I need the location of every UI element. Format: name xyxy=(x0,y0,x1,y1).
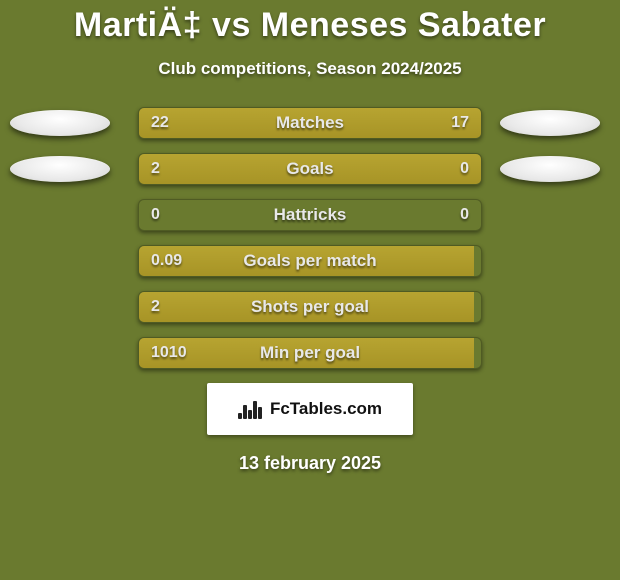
stat-left-value: 1010 xyxy=(151,344,187,362)
player-right-avatar xyxy=(500,110,600,136)
stat-bar-left-fill xyxy=(139,154,399,184)
stat-row: 1010 Min per goal xyxy=(0,337,620,369)
stat-row: 22 17 Matches xyxy=(0,107,620,139)
stat-label: Goals xyxy=(286,159,333,179)
stat-label: Goals per match xyxy=(243,251,376,271)
player-left-avatar xyxy=(10,156,110,182)
page-title: MartiÄ‡ vs Meneses Sabater xyxy=(0,0,620,45)
player-right-avatar xyxy=(500,156,600,182)
stat-left-value: 0 xyxy=(151,206,160,224)
stat-row: 0.09 Goals per match xyxy=(0,245,620,277)
stat-bar: 0 0 Hattricks xyxy=(138,199,482,231)
player-left-avatar xyxy=(10,110,110,136)
stat-right-value: 17 xyxy=(451,114,469,132)
stat-left-value: 2 xyxy=(151,298,160,316)
stat-left-value: 22 xyxy=(151,114,169,132)
stat-right-value: 0 xyxy=(460,160,469,178)
stat-row: 2 Shots per goal xyxy=(0,291,620,323)
stat-label: Shots per goal xyxy=(251,297,369,317)
stat-bar: 22 17 Matches xyxy=(138,107,482,139)
date-label: 13 february 2025 xyxy=(0,453,620,474)
stat-label: Hattricks xyxy=(274,205,347,225)
fctables-logo-icon xyxy=(238,399,264,419)
stats-rows: 22 17 Matches 2 0 Goals 0 0 Hattricks 0.09 Goals p… xyxy=(0,107,620,369)
stat-bar: 2 0 Goals xyxy=(138,153,482,185)
stat-label: Matches xyxy=(276,113,344,133)
stat-bar: 0.09 Goals per match xyxy=(138,245,482,277)
stat-left-value: 0.09 xyxy=(151,252,182,270)
comparison-infographic: MartiÄ‡ vs Meneses Sabater Club competit… xyxy=(0,0,620,580)
branding-badge: FcTables.com xyxy=(207,383,413,435)
stat-row: 2 0 Goals xyxy=(0,153,620,185)
stat-left-value: 2 xyxy=(151,160,160,178)
stat-row: 0 0 Hattricks xyxy=(0,199,620,231)
stat-bar: 1010 Min per goal xyxy=(138,337,482,369)
subtitle: Club competitions, Season 2024/2025 xyxy=(0,59,620,79)
stat-label: Min per goal xyxy=(260,343,360,363)
branding-text: FcTables.com xyxy=(270,399,382,419)
stat-bar: 2 Shots per goal xyxy=(138,291,482,323)
stat-right-value: 0 xyxy=(460,206,469,224)
